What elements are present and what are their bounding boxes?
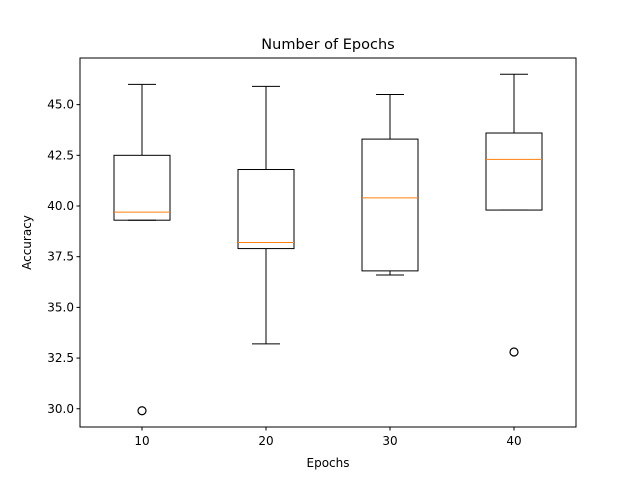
y-tick-label: 30.0 [47, 402, 74, 416]
box-iqr [113, 154, 171, 221]
x-tick-label: 30 [382, 434, 397, 448]
y-tick-label: 32.5 [47, 351, 74, 365]
y-tick-label: 42.5 [47, 148, 74, 162]
box-iqr [485, 132, 543, 211]
x-tick-label: 20 [258, 434, 273, 448]
y-tick-label: 35.0 [47, 300, 74, 314]
y-axis-label: Accuracy [20, 215, 34, 270]
box-iqr [237, 169, 295, 250]
y-tick-label: 37.5 [47, 250, 74, 264]
chart-title: Number of Epochs [261, 37, 394, 53]
box-iqr [361, 138, 419, 272]
x-tick-label: 10 [134, 434, 149, 448]
axes-frame [79, 57, 577, 428]
y-tick-label: 45.0 [47, 98, 74, 112]
plot-area: 30.0 32.5 35.0 37.5 40.0 42.5 45.0 10 20 30 40 [47, 73, 543, 448]
x-axis-label: Epochs [307, 456, 350, 470]
outlier-point [137, 406, 147, 416]
outlier-point [509, 347, 519, 357]
x-tick-label: 40 [506, 434, 521, 448]
y-tick-label: 40.0 [47, 199, 74, 213]
